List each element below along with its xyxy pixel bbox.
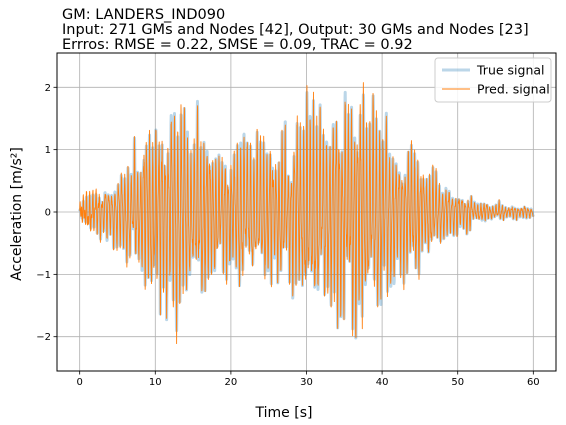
y-tick-label: 2	[45, 83, 51, 94]
x-axis-label: Time [s]	[255, 405, 313, 421]
x-tick-label: 0	[76, 377, 82, 388]
y-tick-label: 0	[45, 208, 51, 219]
tick-layer: 0 10 20 30 40 50 60 −2 −1 0 1 2	[36, 83, 539, 388]
series-pred-signal	[79, 82, 534, 345]
legend: True signal Pred. signal	[434, 57, 552, 103]
y-axis-label: Acceleration [m/s²]	[9, 147, 25, 281]
x-tick-label: 10	[149, 377, 162, 388]
x-tick-label: 30	[300, 377, 313, 388]
x-tick-label: 40	[376, 377, 389, 388]
pred-signal-line	[79, 82, 534, 345]
x-tick-label: 60	[527, 377, 540, 388]
x-tick-label: 50	[451, 377, 464, 388]
legend-box	[434, 57, 552, 103]
legend-pred-label: Pred. signal	[477, 82, 550, 97]
y-tick-label: −1	[36, 270, 51, 281]
chart-title-line-3: Errros: RMSE = 0.22, SMSE = 0.09, TRAC =…	[62, 37, 413, 53]
x-tick-label: 20	[225, 377, 238, 388]
chart-title-line-1: GM: LANDERS_IND090	[62, 7, 226, 23]
y-tick-label: −2	[36, 332, 51, 343]
chart-title-line-2: Input: 271 GMs and Nodes [42], Output: 3…	[62, 22, 529, 38]
legend-true-label: True signal	[476, 63, 545, 78]
y-tick-label: 1	[45, 145, 51, 156]
